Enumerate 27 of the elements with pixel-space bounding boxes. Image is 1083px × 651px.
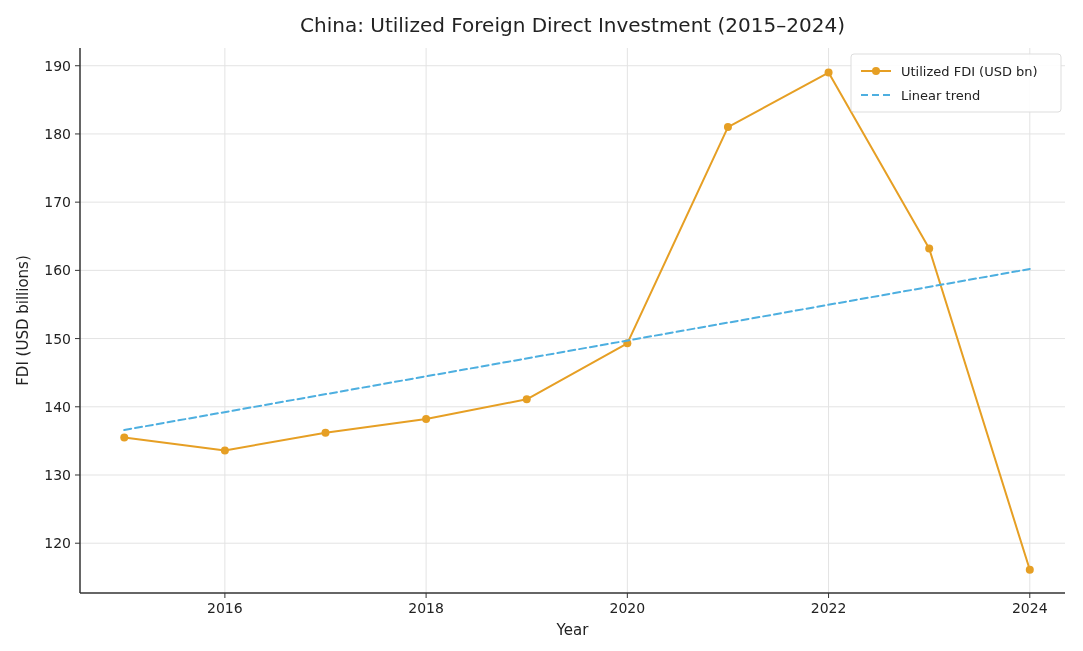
y-tick-label: 160 bbox=[44, 262, 71, 279]
point bbox=[824, 68, 833, 77]
point bbox=[723, 123, 732, 132]
y-tick-label: 180 bbox=[44, 125, 71, 142]
point bbox=[925, 244, 934, 253]
x-tick-label: 2022 bbox=[810, 600, 847, 616]
point bbox=[220, 446, 229, 455]
x-tick-label: 2018 bbox=[408, 600, 444, 616]
x-tick-label: 2024 bbox=[1011, 600, 1048, 616]
point bbox=[422, 415, 431, 424]
point bbox=[522, 395, 531, 404]
legend-label: Linear trend bbox=[901, 88, 981, 103]
point bbox=[1025, 565, 1034, 574]
chart-title: China: Utilized Foreign Direct Investment (2015–2024) bbox=[300, 13, 845, 37]
y-tick-label: 120 bbox=[44, 535, 71, 552]
y-axis-title: FDI (USD billions) bbox=[14, 255, 32, 386]
point bbox=[120, 433, 129, 442]
x-tick-label: 2016 bbox=[207, 600, 243, 616]
y-tick-label: 130 bbox=[44, 467, 71, 483]
legend-label: Utilized FDI (USD bn) bbox=[901, 64, 1038, 79]
y-tick-label: 140 bbox=[44, 398, 71, 415]
x-axis-title: Year bbox=[555, 621, 590, 639]
point bbox=[321, 428, 330, 437]
x-tick-label: 2020 bbox=[609, 600, 646, 616]
y-tick-label: 150 bbox=[44, 330, 71, 347]
y-tick-label: 190 bbox=[44, 57, 71, 74]
y-tick-label: 170 bbox=[44, 194, 71, 211]
